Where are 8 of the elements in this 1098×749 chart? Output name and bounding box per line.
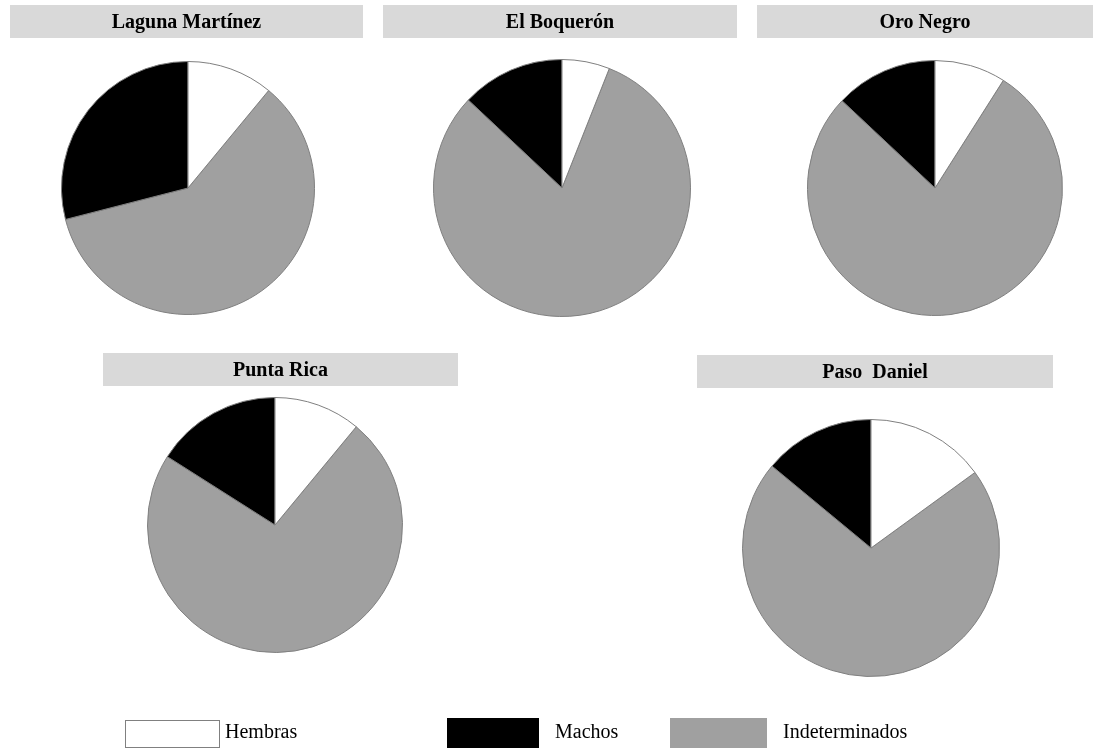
chart-title: Punta Rica xyxy=(103,353,458,386)
chart-title: Laguna Martínez xyxy=(10,5,363,38)
chart-title: Oro Negro xyxy=(757,5,1093,38)
legend-label: Indeterminados xyxy=(783,720,908,743)
legend-label: Machos xyxy=(555,720,619,743)
chart-title: El Boquerón xyxy=(383,5,737,38)
chart-title: Paso Daniel xyxy=(697,355,1053,388)
legend-label: Hembras xyxy=(225,720,298,743)
